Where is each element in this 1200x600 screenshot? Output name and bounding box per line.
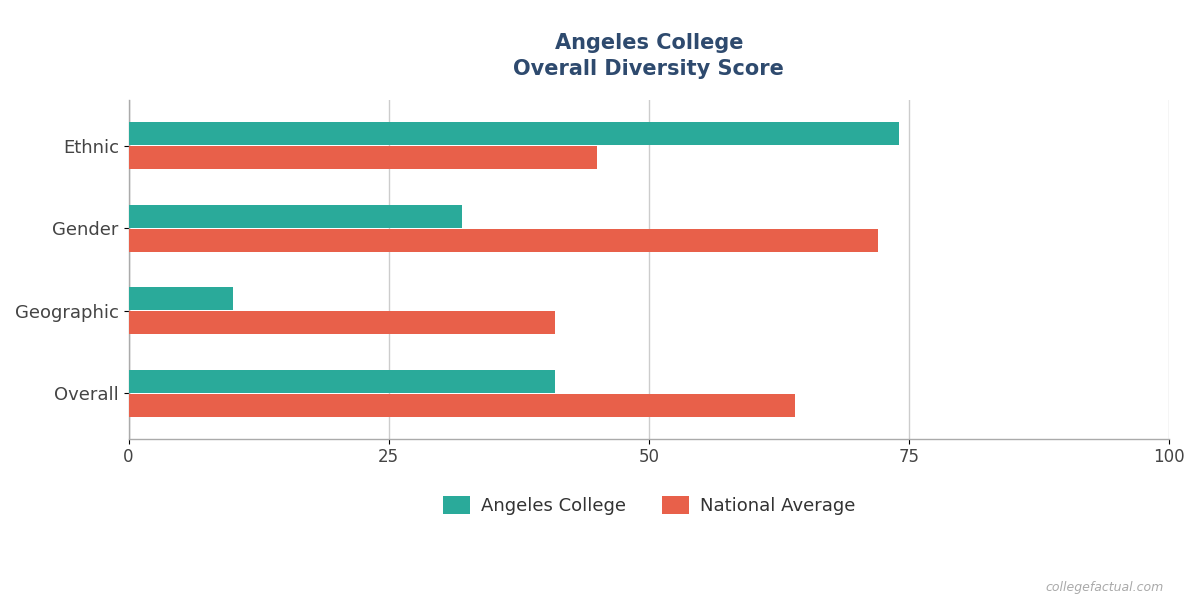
Legend: Angeles College, National Average: Angeles College, National Average: [436, 488, 863, 522]
Title: Angeles College
Overall Diversity Score: Angeles College Overall Diversity Score: [514, 33, 785, 79]
Bar: [128, 122, 899, 145]
Bar: [128, 146, 596, 169]
Text: collegefactual.com: collegefactual.com: [1045, 581, 1164, 594]
Bar: [128, 394, 794, 417]
Bar: [128, 229, 878, 252]
Bar: [128, 370, 556, 393]
Bar: [128, 287, 233, 310]
Bar: [128, 311, 556, 334]
Bar: [128, 205, 462, 228]
